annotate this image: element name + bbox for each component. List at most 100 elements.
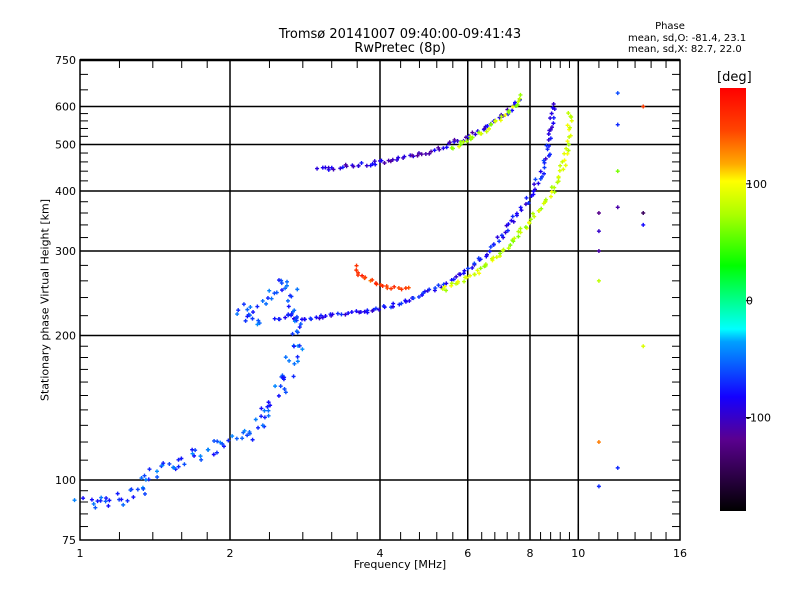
data-point [289, 294, 294, 299]
data-point [283, 355, 288, 360]
data-point [538, 169, 543, 174]
data-point [365, 308, 370, 313]
data-point [615, 205, 620, 210]
data-point [489, 122, 494, 127]
data-point [596, 211, 601, 216]
data-point [556, 179, 561, 184]
data-point [464, 139, 469, 144]
data-point [462, 279, 467, 284]
data-point [256, 318, 261, 323]
data-point [466, 266, 471, 271]
data-point [343, 312, 348, 317]
data-point [396, 285, 401, 290]
data-point [565, 123, 570, 128]
data-point [276, 393, 281, 398]
data-point [119, 497, 124, 502]
data-point [399, 301, 404, 306]
data-point [362, 309, 367, 314]
data-point [441, 282, 446, 287]
data-point [549, 111, 554, 116]
data-point [354, 268, 359, 273]
data-point [508, 243, 513, 248]
data-point [415, 153, 420, 158]
data-point [260, 298, 265, 303]
data-point [500, 248, 505, 253]
data-point [552, 190, 557, 195]
data-point [461, 139, 466, 144]
data-point [523, 202, 528, 207]
data-point [491, 242, 496, 247]
data-point [359, 160, 364, 165]
data-point [567, 125, 572, 130]
data-point [106, 503, 111, 508]
axes [79, 58, 681, 541]
data-point [451, 277, 456, 282]
x-tick-label: 2 [227, 547, 234, 560]
data-point [596, 278, 601, 283]
data-point [615, 465, 620, 470]
data-point [514, 211, 519, 216]
data-point [372, 159, 377, 164]
data-point [349, 310, 354, 315]
data-point [267, 288, 272, 293]
y-tick-label: 200 [55, 330, 76, 343]
data-point [93, 505, 98, 510]
data-point [264, 301, 269, 306]
data-point [121, 502, 126, 507]
data-point [278, 384, 283, 389]
data-point [509, 218, 514, 223]
data-point [475, 268, 480, 273]
data-point [245, 433, 250, 438]
data-point [641, 344, 646, 349]
data-point [533, 177, 538, 182]
data-point [259, 406, 264, 411]
x-tick-label: 6 [464, 547, 471, 560]
data-point [467, 273, 472, 278]
data-point [512, 236, 517, 241]
data-point [377, 307, 382, 312]
stats-o-mode: mean, sd,O: -81.4, 23.1 [628, 33, 747, 44]
data-point [283, 286, 288, 291]
data-point [234, 436, 239, 441]
y-tick-label: 600 [55, 101, 76, 114]
x-tick-label: 4 [377, 547, 384, 560]
data-point [280, 375, 285, 380]
data-point [198, 454, 203, 459]
data-point [548, 136, 553, 141]
data-point [517, 96, 522, 101]
data-point [155, 475, 160, 480]
y-tick-label: 300 [55, 245, 76, 258]
data-point [478, 266, 483, 271]
x-tick-label: 10 [571, 547, 585, 560]
data-point [382, 160, 387, 165]
data-point [563, 163, 568, 168]
data-point [89, 497, 94, 502]
data-point [354, 263, 359, 268]
data-point [241, 302, 246, 307]
colorbar-label: [deg] [717, 70, 752, 85]
data-point [491, 255, 496, 260]
data-point [486, 126, 491, 131]
data-point [142, 491, 147, 496]
data-point [300, 347, 305, 352]
data-point [419, 152, 424, 157]
data-point [141, 486, 146, 491]
data-point [503, 230, 508, 235]
data-point [422, 289, 427, 294]
data-point [427, 287, 432, 292]
data-point [484, 129, 489, 134]
data-point [416, 151, 421, 156]
data-point [396, 155, 401, 160]
data-point [497, 239, 502, 244]
data-point [548, 194, 553, 199]
data-point [494, 255, 499, 260]
data-point [391, 301, 396, 306]
data-point [370, 277, 375, 282]
x-tick-label: 16 [673, 547, 687, 560]
data-point [528, 217, 533, 222]
data-point [442, 284, 447, 289]
data-point [551, 115, 556, 120]
data-point [297, 325, 302, 330]
data-point [276, 278, 281, 283]
data-point [506, 222, 511, 227]
